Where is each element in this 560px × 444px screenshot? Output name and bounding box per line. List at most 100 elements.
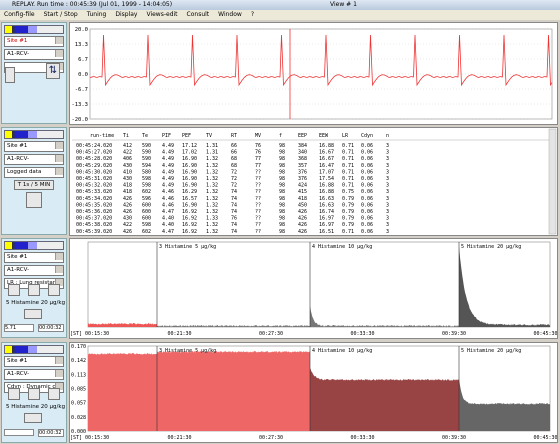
table-cell: ??: [255, 202, 261, 208]
table-cell: 0.79: [342, 216, 354, 222]
scale-button[interactable]: ⇅: [46, 63, 60, 79]
table-cell: 0.06: [361, 143, 373, 149]
table-cell: 1.31: [206, 150, 218, 156]
table-cell: 3: [386, 176, 389, 182]
zoom-button[interactable]: [28, 388, 40, 400]
table-cell: 98: [279, 222, 285, 228]
column-header: run-time: [90, 133, 114, 139]
table-cell: 410: [123, 169, 132, 175]
zoom-button[interactable]: [8, 284, 20, 296]
trend-pane: 3 Histamine 5 µg/kg 4 Histamine 10 µg/kg 5…: [69, 238, 558, 339]
table-cell: 0.79: [342, 202, 354, 208]
rate-button[interactable]: T 1s / 5 MIN: [14, 180, 54, 190]
column-header: PIF: [162, 133, 171, 139]
table-cell: 580: [142, 169, 151, 175]
table-cell: 4.47: [162, 209, 174, 215]
print-button[interactable]: [24, 309, 42, 319]
table-cell: 0.06: [361, 183, 373, 189]
table-cell: 4.47: [162, 229, 174, 235]
table-cell: 98: [279, 202, 285, 208]
dropdown[interactable]: Site #1: [4, 252, 64, 263]
table-cell: 426: [123, 196, 132, 202]
menu-item[interactable]: Consult: [186, 11, 210, 18]
table-cell: 1.32: [206, 169, 218, 175]
y-tick-label: 0.085: [71, 387, 86, 393]
y-tick-label: 0.000: [71, 429, 86, 435]
menu-item[interactable]: Window: [218, 11, 242, 18]
column-header: PEF: [182, 133, 191, 139]
column-header: f: [279, 133, 282, 139]
table-cell: 3: [386, 169, 389, 175]
menu-item[interactable]: Views-edit: [146, 11, 178, 18]
menu-item[interactable]: Tuning: [86, 11, 107, 18]
print-button[interactable]: [24, 413, 42, 423]
x-tick-label: 00:39:30: [442, 435, 466, 441]
table-cell: 0.06: [361, 216, 373, 222]
table-cell: 0.06: [361, 156, 373, 162]
table-cell: 426: [298, 222, 307, 228]
table-cell: 16.90: [182, 183, 197, 189]
x-tick-label: 00:45:30: [533, 331, 557, 337]
table-cell: 16.67: [319, 156, 334, 162]
column-header: RT: [231, 133, 237, 139]
trend-area: [157, 325, 310, 327]
table-cell: 1.32: [206, 196, 218, 202]
zoom-button[interactable]: [48, 388, 60, 400]
y-tick-label: 0.028: [71, 415, 86, 421]
dropdown[interactable]: Logged data: [4, 167, 64, 178]
column-header: Cdyn: [361, 133, 373, 139]
zoom-button[interactable]: [28, 284, 40, 296]
table-cell: 68: [231, 156, 237, 162]
table-cell: ??: [255, 216, 261, 222]
table-cell: 0.06: [361, 202, 373, 208]
table-cell: 16.92: [182, 216, 197, 222]
table-cell: 430: [123, 216, 132, 222]
trend-area: [88, 323, 157, 327]
table-cell: 376: [298, 169, 307, 175]
menu-item[interactable]: Start / Stop: [43, 11, 78, 18]
table-cell: 3: [386, 196, 389, 202]
dropdown[interactable]: A1-RCV-: [4, 154, 64, 165]
plot-frame: [87, 241, 551, 328]
trend-area: [88, 353, 157, 431]
value-field: [4, 429, 34, 436]
table-cell: 0.06: [361, 229, 373, 235]
zoom-button[interactable]: [48, 284, 60, 296]
dropdown[interactable]: A1-RCV-: [4, 265, 64, 276]
dropdown[interactable]: Site #1: [4, 36, 64, 47]
table-cell: 418: [298, 196, 307, 202]
table-cell: 4.40: [162, 222, 174, 228]
table-cell: 0.71: [342, 229, 354, 235]
table-cell: 0.71: [342, 163, 354, 169]
zoom-button[interactable]: [8, 388, 20, 400]
table-cell: 357: [298, 163, 307, 169]
table-cell: 430: [123, 176, 132, 182]
table-cell: 4.49: [162, 156, 174, 162]
x-tick-label: 00:39:30: [442, 331, 466, 337]
column-header: LR: [342, 133, 349, 139]
menu-item[interactable]: ?: [250, 11, 255, 18]
scroll-button[interactable]: [5, 67, 15, 83]
dropdown[interactable]: A1-RCV-: [4, 49, 64, 60]
toolbar: [4, 345, 64, 354]
column-header: EEP: [298, 133, 307, 139]
print-button[interactable]: [26, 192, 42, 208]
column-header: Te: [142, 133, 148, 139]
menu-item[interactable]: Display: [115, 11, 138, 18]
table-cell: 4.46: [162, 196, 174, 202]
table-cell: 66: [231, 143, 237, 149]
table-cell: 600: [142, 216, 151, 222]
x-tick-label: [ST] 00:15:30: [70, 331, 109, 337]
table-cell: 98: [279, 196, 285, 202]
column-header: MV: [255, 133, 261, 139]
menu-item[interactable]: Config-file: [4, 11, 35, 18]
dropdown[interactable]: Site #1: [4, 141, 64, 152]
table-cell: 4.40: [162, 216, 174, 222]
table-cell: 17.54: [319, 176, 334, 182]
dropdown[interactable]: A1-RCV-: [4, 369, 64, 380]
table-cell: 0.06: [361, 209, 373, 215]
dropdown[interactable]: Site #1: [4, 356, 64, 367]
x-tick-label: 00:21:30: [167, 331, 191, 337]
table-cell: 76: [255, 150, 261, 156]
table-cell: 3: [386, 143, 389, 149]
